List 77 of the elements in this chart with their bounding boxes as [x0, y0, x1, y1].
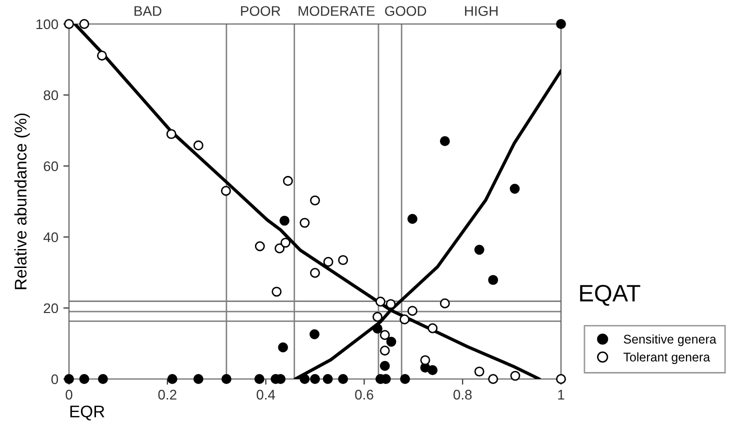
point	[220, 186, 231, 196]
text: GOOD	[385, 6, 426, 16]
x-tick-label: 0.6	[355, 390, 374, 400]
point	[407, 214, 418, 224]
point	[322, 374, 333, 384]
point	[96, 50, 107, 61]
point	[400, 314, 410, 324]
y-axis-title: Relative abundance (%)	[14, 114, 30, 290]
text: POOR	[241, 6, 280, 16]
point	[400, 374, 410, 384]
point	[310, 195, 320, 206]
point	[98, 374, 108, 384]
point	[375, 296, 386, 307]
point	[474, 366, 484, 377]
point	[420, 355, 430, 366]
point	[510, 370, 520, 381]
point	[300, 374, 310, 384]
point	[193, 374, 204, 384]
y-tick-label: 20	[44, 303, 58, 314]
x-axis-title: EQR	[70, 406, 104, 420]
point	[280, 238, 290, 248]
point	[166, 129, 176, 140]
point	[282, 176, 293, 186]
point	[280, 216, 290, 226]
point	[254, 374, 264, 384]
ref-line-label: EQAT	[580, 284, 640, 306]
point	[300, 218, 310, 228]
y-tick-label: 80	[44, 90, 58, 100]
point	[79, 19, 90, 29]
point	[380, 330, 390, 340]
text: HIGH	[465, 6, 498, 16]
point	[488, 374, 498, 384]
point	[338, 255, 348, 266]
x-tick-label: 0.4	[256, 390, 276, 400]
point	[428, 365, 438, 376]
x-tick-label: 0.8	[453, 390, 472, 400]
point	[338, 374, 348, 384]
point	[64, 19, 74, 29]
point	[380, 346, 390, 356]
point	[193, 140, 204, 150]
point	[64, 374, 74, 384]
y-tick-label: 100	[36, 19, 58, 30]
point	[386, 299, 396, 310]
x-tick-label: 0	[66, 390, 72, 400]
point	[278, 342, 288, 352]
legend-label: Tolerant genera	[624, 352, 710, 364]
point	[310, 329, 320, 340]
legend-label: Sensitive genera	[624, 334, 716, 346]
point	[407, 306, 418, 316]
point	[274, 243, 285, 254]
point	[440, 136, 450, 146]
point	[380, 360, 390, 371]
point	[221, 374, 232, 384]
point	[310, 374, 320, 384]
point	[428, 323, 438, 334]
point	[556, 374, 566, 384]
point	[167, 374, 178, 384]
text: BAD	[134, 6, 162, 16]
point	[372, 312, 382, 322]
y-tick-label: 60	[44, 161, 58, 172]
point	[272, 286, 282, 297]
y-tick-label: 40	[43, 232, 58, 242]
text: MODERATE	[298, 6, 375, 16]
point	[440, 298, 450, 308]
point	[254, 241, 265, 252]
point	[556, 19, 566, 29]
x-tick-label: 1	[558, 390, 564, 400]
point	[79, 374, 90, 384]
point	[310, 268, 320, 278]
point	[386, 336, 396, 347]
x-tick-label: 0.2	[158, 390, 176, 400]
point	[488, 274, 498, 285]
point	[372, 324, 382, 334]
point	[510, 184, 520, 194]
point	[474, 244, 484, 255]
point	[323, 256, 334, 267]
y-tick-label: 0	[51, 374, 58, 384]
